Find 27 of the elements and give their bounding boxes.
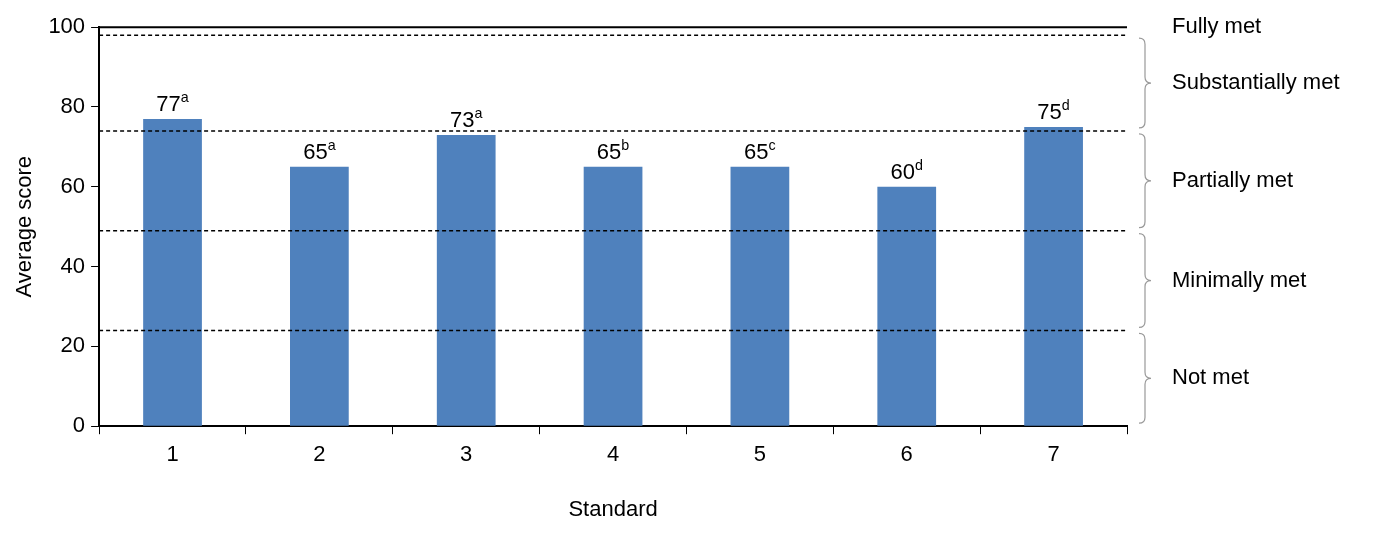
y-tick-label: 20 bbox=[60, 332, 86, 358]
x-tick-label: 2 bbox=[313, 441, 326, 467]
bar bbox=[290, 166, 349, 426]
x-tick-label: 6 bbox=[900, 441, 913, 467]
y-tick-label: 60 bbox=[60, 172, 86, 198]
y-tick-label: 40 bbox=[60, 252, 86, 278]
bar bbox=[583, 166, 643, 426]
bar bbox=[143, 118, 202, 426]
x-tick-label: 5 bbox=[753, 441, 767, 467]
y-axis-title: Average score bbox=[11, 155, 37, 298]
x-axis-title: Standard bbox=[568, 495, 658, 521]
bar bbox=[1024, 126, 1083, 426]
bar bbox=[730, 166, 790, 426]
bar bbox=[436, 134, 496, 426]
x-tick-label: 4 bbox=[606, 441, 620, 467]
y-tick-label: 100 bbox=[48, 13, 86, 39]
x-tick-label: 3 bbox=[460, 441, 473, 467]
y-tick-label: 80 bbox=[60, 93, 86, 119]
x-tick-label: 1 bbox=[166, 441, 179, 467]
text: Substantially met bbox=[1172, 69, 1340, 95]
x-tick-label: 7 bbox=[1047, 441, 1060, 467]
text: Minimally met bbox=[1172, 266, 1307, 292]
text: Partially met bbox=[1172, 166, 1294, 192]
ref-line-label: Fully met bbox=[1172, 13, 1262, 39]
y-tick-label: 0 bbox=[72, 412, 86, 438]
text: Not met bbox=[1172, 364, 1250, 390]
bar bbox=[877, 186, 937, 426]
